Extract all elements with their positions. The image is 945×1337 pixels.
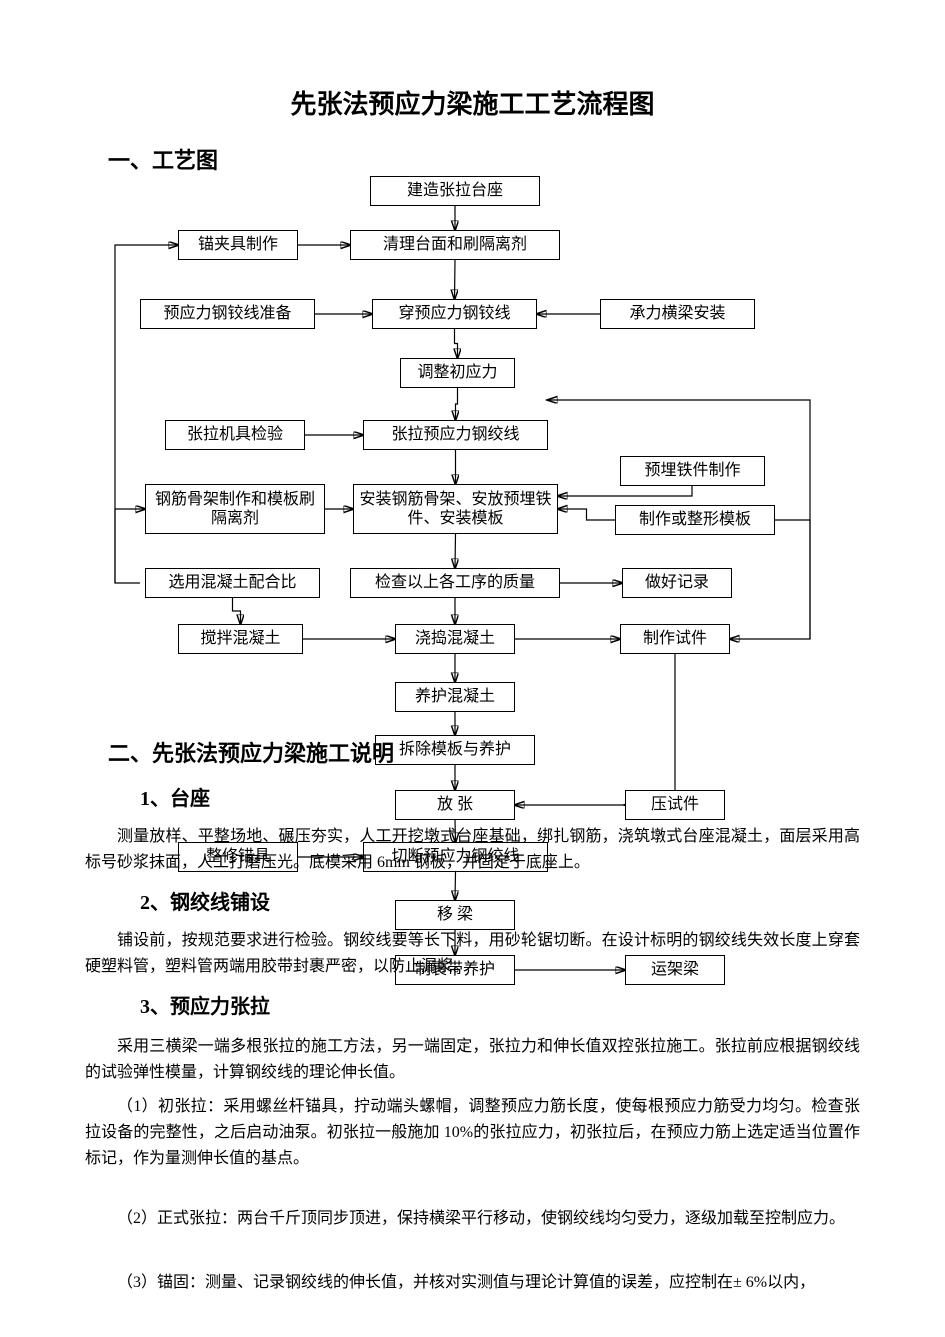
sub-3-heading: 3、预应力张拉: [140, 990, 270, 1019]
flow-node-n4: 预应力钢铰线准备: [140, 299, 315, 329]
sub-1-heading: 1、台座: [140, 782, 210, 811]
flow-node-n6: 承力横梁安装: [600, 299, 755, 329]
flow-node-n3: 清理台面和刷隔离剂: [350, 230, 560, 260]
flow-node-n13: 制作或整形模板: [615, 505, 775, 535]
flow-node-n14: 选用混凝土配合比: [145, 568, 320, 598]
flow-node-n26: 移 梁: [395, 900, 515, 930]
flow-node-n15: 检查以上各工序的质量: [350, 568, 560, 598]
flow-node-n17: 搅拌混凝土: [178, 624, 303, 654]
flow-node-n23: 压试件: [625, 790, 725, 820]
section-1-heading: 一、工艺图: [108, 143, 218, 175]
para-5: （2）正式张拉：两台千斤顶同步顶进，保持横梁平行移动，使钢绞线均匀受力，逐级加载…: [85, 1206, 860, 1232]
para-4: （1）初张拉：采用螺丝杆锚具，拧动端头螺帽，调整预应力筋长度，使每根预应力筋受力…: [85, 1094, 860, 1172]
doc-title: 先张法预应力梁施工工艺流程图: [0, 84, 945, 121]
flow-node-n2: 锚夹具制作: [178, 230, 298, 260]
flow-node-n8: 张拉机具检验: [165, 420, 305, 450]
flow-node-n16: 做好记录: [622, 568, 732, 598]
flow-node-n10: 预埋铁件制作: [620, 456, 765, 486]
section-2-heading: 二、先张法预应力梁施工说明: [108, 736, 394, 768]
flow-node-n21: 拆除模板与养护: [375, 735, 535, 765]
para-2: 铺设前，按规范要求进行检验。钢绞线要等长下料，用砂轮锯切断。在设计标明的钢绞线失…: [85, 928, 860, 980]
flow-node-n20: 养护混凝土: [395, 682, 515, 712]
flow-node-n19: 制作试件: [620, 624, 730, 654]
para-3: 采用三横梁一端多根张拉的施工方法，另一端固定，张拉力和伸长值双控张拉施工。张拉前…: [85, 1034, 860, 1086]
flow-node-n18: 浇捣混凝土: [395, 624, 515, 654]
sub-2-heading: 2、钢绞线铺设: [140, 886, 270, 915]
page: 先张法预应力梁施工工艺流程图 一、工艺图 建造张拉台座锚夹具制作 清理台面和刷隔离…: [0, 0, 945, 1337]
para-1: 测量放样、平整场地、碾压夯实，人工开挖墩式台座基础，绑扎钢筋，浇筑墩式台座混凝土…: [85, 824, 860, 876]
para-6: （3）锚固：测量、记录钢绞线的伸长值，并核对实测值与理论计算值的误差，应控制在±…: [85, 1270, 860, 1296]
flow-node-n7: 调整初应力: [400, 358, 515, 388]
flow-node-n1: 建造张拉台座: [370, 176, 540, 206]
flow-node-n9: 张拉预应力钢绞线: [363, 420, 548, 450]
flow-node-n11: 钢筋骨架制作和模板刷隔离剂: [145, 484, 325, 534]
flow-node-n22: 放 张: [395, 790, 515, 820]
flow-node-n12: 安装钢筋骨架、安放预埋铁件、安装模板: [353, 484, 558, 534]
flow-node-n5: 穿预应力钢铰线: [372, 299, 537, 329]
